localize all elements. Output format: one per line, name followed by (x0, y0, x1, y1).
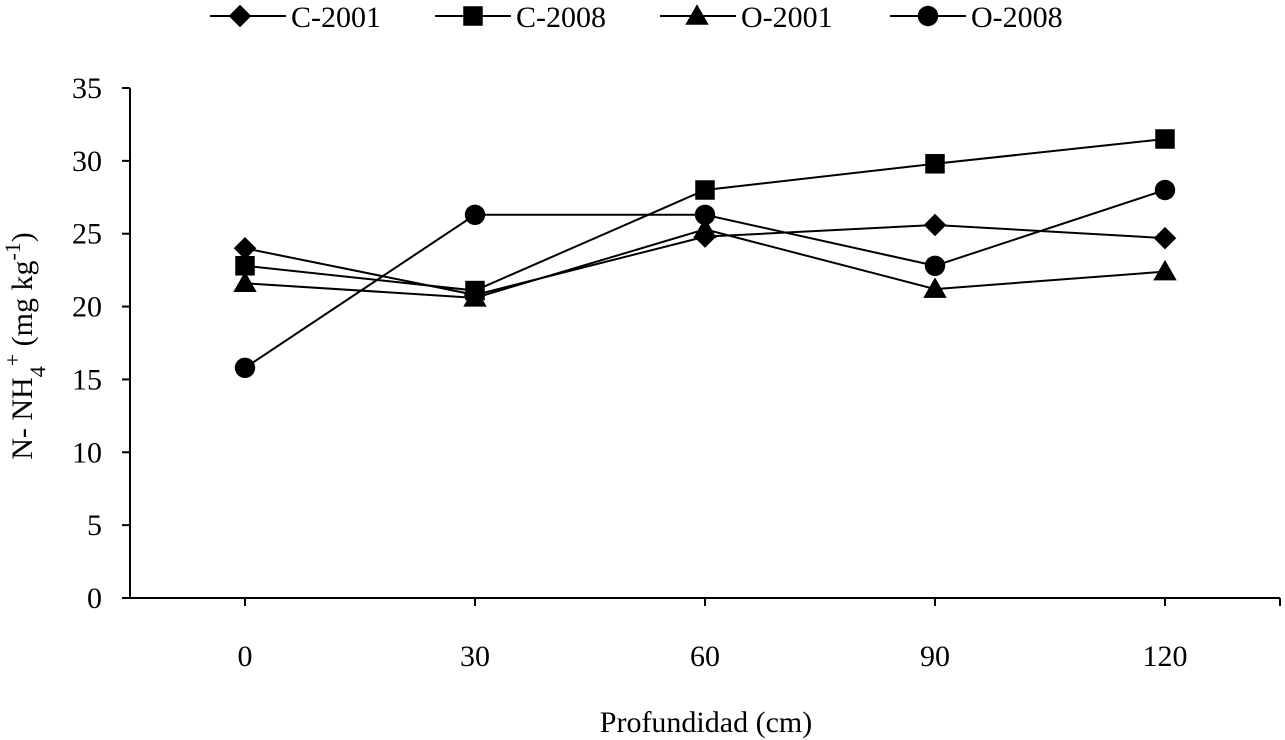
y-axis-label-suffix: ) (6, 232, 39, 242)
legend-label: C-2008 (516, 1, 606, 34)
legend-item: C-2001 (210, 1, 381, 34)
legend-marker (228, 4, 252, 28)
legend-label: O-2001 (741, 1, 833, 34)
legend-marker (463, 6, 483, 26)
y-axis-label-sup: + (0, 354, 25, 366)
y-tick-label: 20 (72, 291, 102, 324)
data-point (924, 255, 946, 276)
data-point (1154, 179, 1176, 201)
data-point (234, 357, 256, 378)
y-tick-label: 5 (87, 509, 102, 542)
x-axis: 0 30 60 90 120 (130, 597, 1281, 673)
y-axis-label-sub: 4 (25, 366, 50, 377)
y-axis-label-prefix: N- NH (6, 377, 39, 460)
data-point (923, 213, 947, 237)
y-tick-label: 10 (72, 436, 102, 469)
legend-item: O-2001 (660, 1, 833, 34)
series-O-2008 (234, 179, 1176, 378)
x-tick-label: 60 (690, 640, 720, 673)
data-point (464, 204, 486, 225)
legend-label: C-2001 (291, 1, 381, 34)
data-point (695, 180, 715, 200)
legend-item: O-2008 (890, 1, 1063, 34)
legend-label: O-2008 (971, 1, 1063, 34)
data-point (233, 237, 257, 260)
series-group (233, 129, 1177, 378)
y-axis-label-middle: (mg kg (6, 261, 39, 354)
x-tick-label: 90 (920, 640, 950, 673)
data-point (1153, 226, 1177, 250)
data-point (694, 204, 716, 225)
y-tick-label: 15 (72, 363, 102, 396)
y-tick-label: 35 (72, 72, 102, 105)
legend-item: C-2008 (435, 1, 606, 34)
data-point (1153, 259, 1177, 281)
data-point (463, 286, 487, 307)
data-point (235, 256, 255, 276)
x-tick-label: 0 (238, 640, 253, 673)
y-axis-label-sup2: -1 (0, 242, 25, 260)
x-axis-label: Profundidad (cm) (600, 706, 812, 739)
data-point (1155, 129, 1175, 149)
legend: C-2001 C-2008 O-2001 O-2008 (210, 1, 1063, 34)
y-tick-label: 0 (87, 582, 102, 615)
x-tick-label: 30 (460, 640, 490, 673)
y-axis-label: N- NH4+ (mg kg-1) (0, 232, 50, 460)
y-tick-label: 25 (72, 218, 102, 251)
data-point (233, 271, 257, 293)
y-tick-label: 30 (72, 145, 102, 178)
data-point (923, 277, 947, 298)
data-point (925, 154, 945, 174)
y-axis: 0 5 10 15 20 25 30 35 (72, 72, 131, 615)
legend-marker (685, 4, 709, 25)
series-O-2001 (233, 217, 1177, 307)
x-tick-label: 120 (1143, 640, 1188, 673)
legend-marker (917, 5, 939, 27)
data-point (693, 217, 717, 239)
